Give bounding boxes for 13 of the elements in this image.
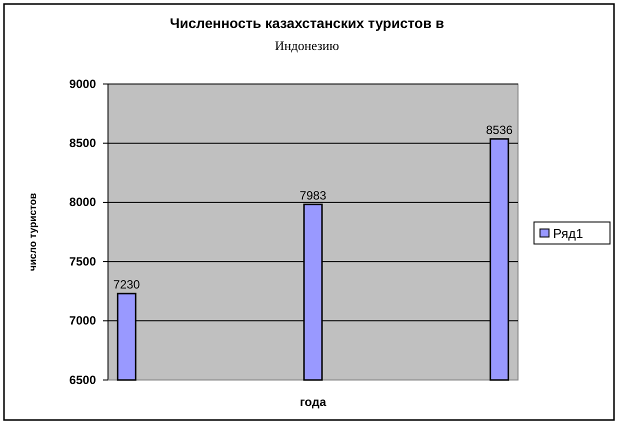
y-axis-title: число туристов (28, 192, 39, 272)
data-label: 7983 (300, 188, 327, 202)
y-tick-label: 7500 (69, 254, 96, 268)
y-tick-label: 7000 (69, 314, 96, 328)
y-tick-label: 8000 (69, 195, 96, 210)
data-label: 8536 (486, 122, 514, 137)
x-axis-title: года (300, 395, 326, 409)
y-tick-label: 9000 (69, 76, 96, 91)
data-label: 7230 (113, 278, 140, 292)
legend-label: Ряд1 (553, 226, 584, 241)
chart-title: Численность казахстанских туристов в Индонезию (170, 15, 444, 53)
y-tick-label: 8500 (69, 136, 96, 150)
y-tick-label: 6500 (69, 372, 96, 387)
